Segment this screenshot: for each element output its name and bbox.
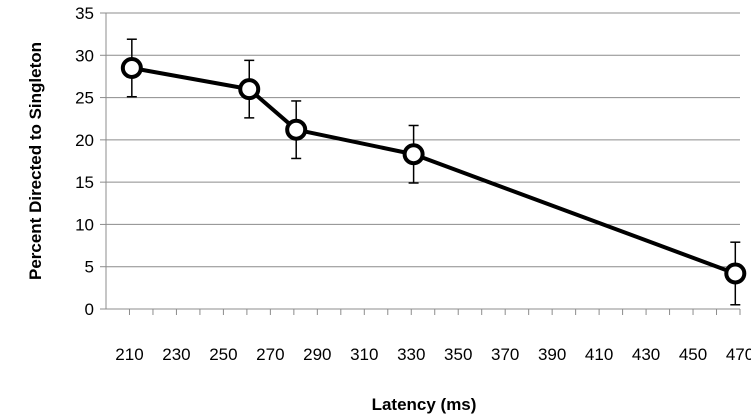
- x-tick-label: 390: [538, 345, 566, 364]
- data-point: [238, 78, 261, 101]
- x-axis-title: Latency (ms): [372, 395, 477, 414]
- x-tick-label: 410: [585, 345, 613, 364]
- y-tick-label: 25: [75, 89, 94, 108]
- x-tick-label: 350: [444, 345, 472, 364]
- x-tick-label: 450: [679, 345, 707, 364]
- y-tick-label: 10: [75, 215, 94, 234]
- x-tick-label: 330: [397, 345, 425, 364]
- x-tick-label: 370: [491, 345, 519, 364]
- y-tick-label: 5: [85, 258, 94, 277]
- y-tick-label: 20: [75, 131, 94, 150]
- axes: [100, 12, 741, 315]
- x-tick-label: 310: [350, 345, 378, 364]
- gridlines: [106, 12, 740, 268]
- x-tick-label: 250: [209, 345, 237, 364]
- x-tick-label: 470: [726, 345, 751, 364]
- data-point: [285, 118, 308, 141]
- x-tick-labels: 210 230 250 270 290 310 330 350 370 390 410 430 450 4…: [115, 345, 751, 364]
- x-tick-label: 210: [115, 345, 143, 364]
- data-series: [120, 38, 747, 306]
- data-point: [402, 143, 425, 166]
- x-tick-label: 430: [632, 345, 660, 364]
- y-tick-label: 30: [75, 46, 94, 65]
- data-point: [120, 56, 143, 79]
- x-tick-label: 230: [162, 345, 190, 364]
- y-tick-label: 35: [75, 4, 94, 23]
- x-tick-label: 270: [256, 345, 284, 364]
- y-tick-labels: 0 5 10 15 20 25 30 35: [75, 4, 94, 319]
- x-tick-label: 290: [303, 345, 331, 364]
- data-point: [724, 262, 747, 285]
- y-tick-label: 15: [75, 173, 94, 192]
- y-axis-title: Percent Directed to Singleton: [26, 42, 45, 280]
- y-tick-label: 0: [85, 300, 94, 319]
- series-line: [131, 66, 736, 276]
